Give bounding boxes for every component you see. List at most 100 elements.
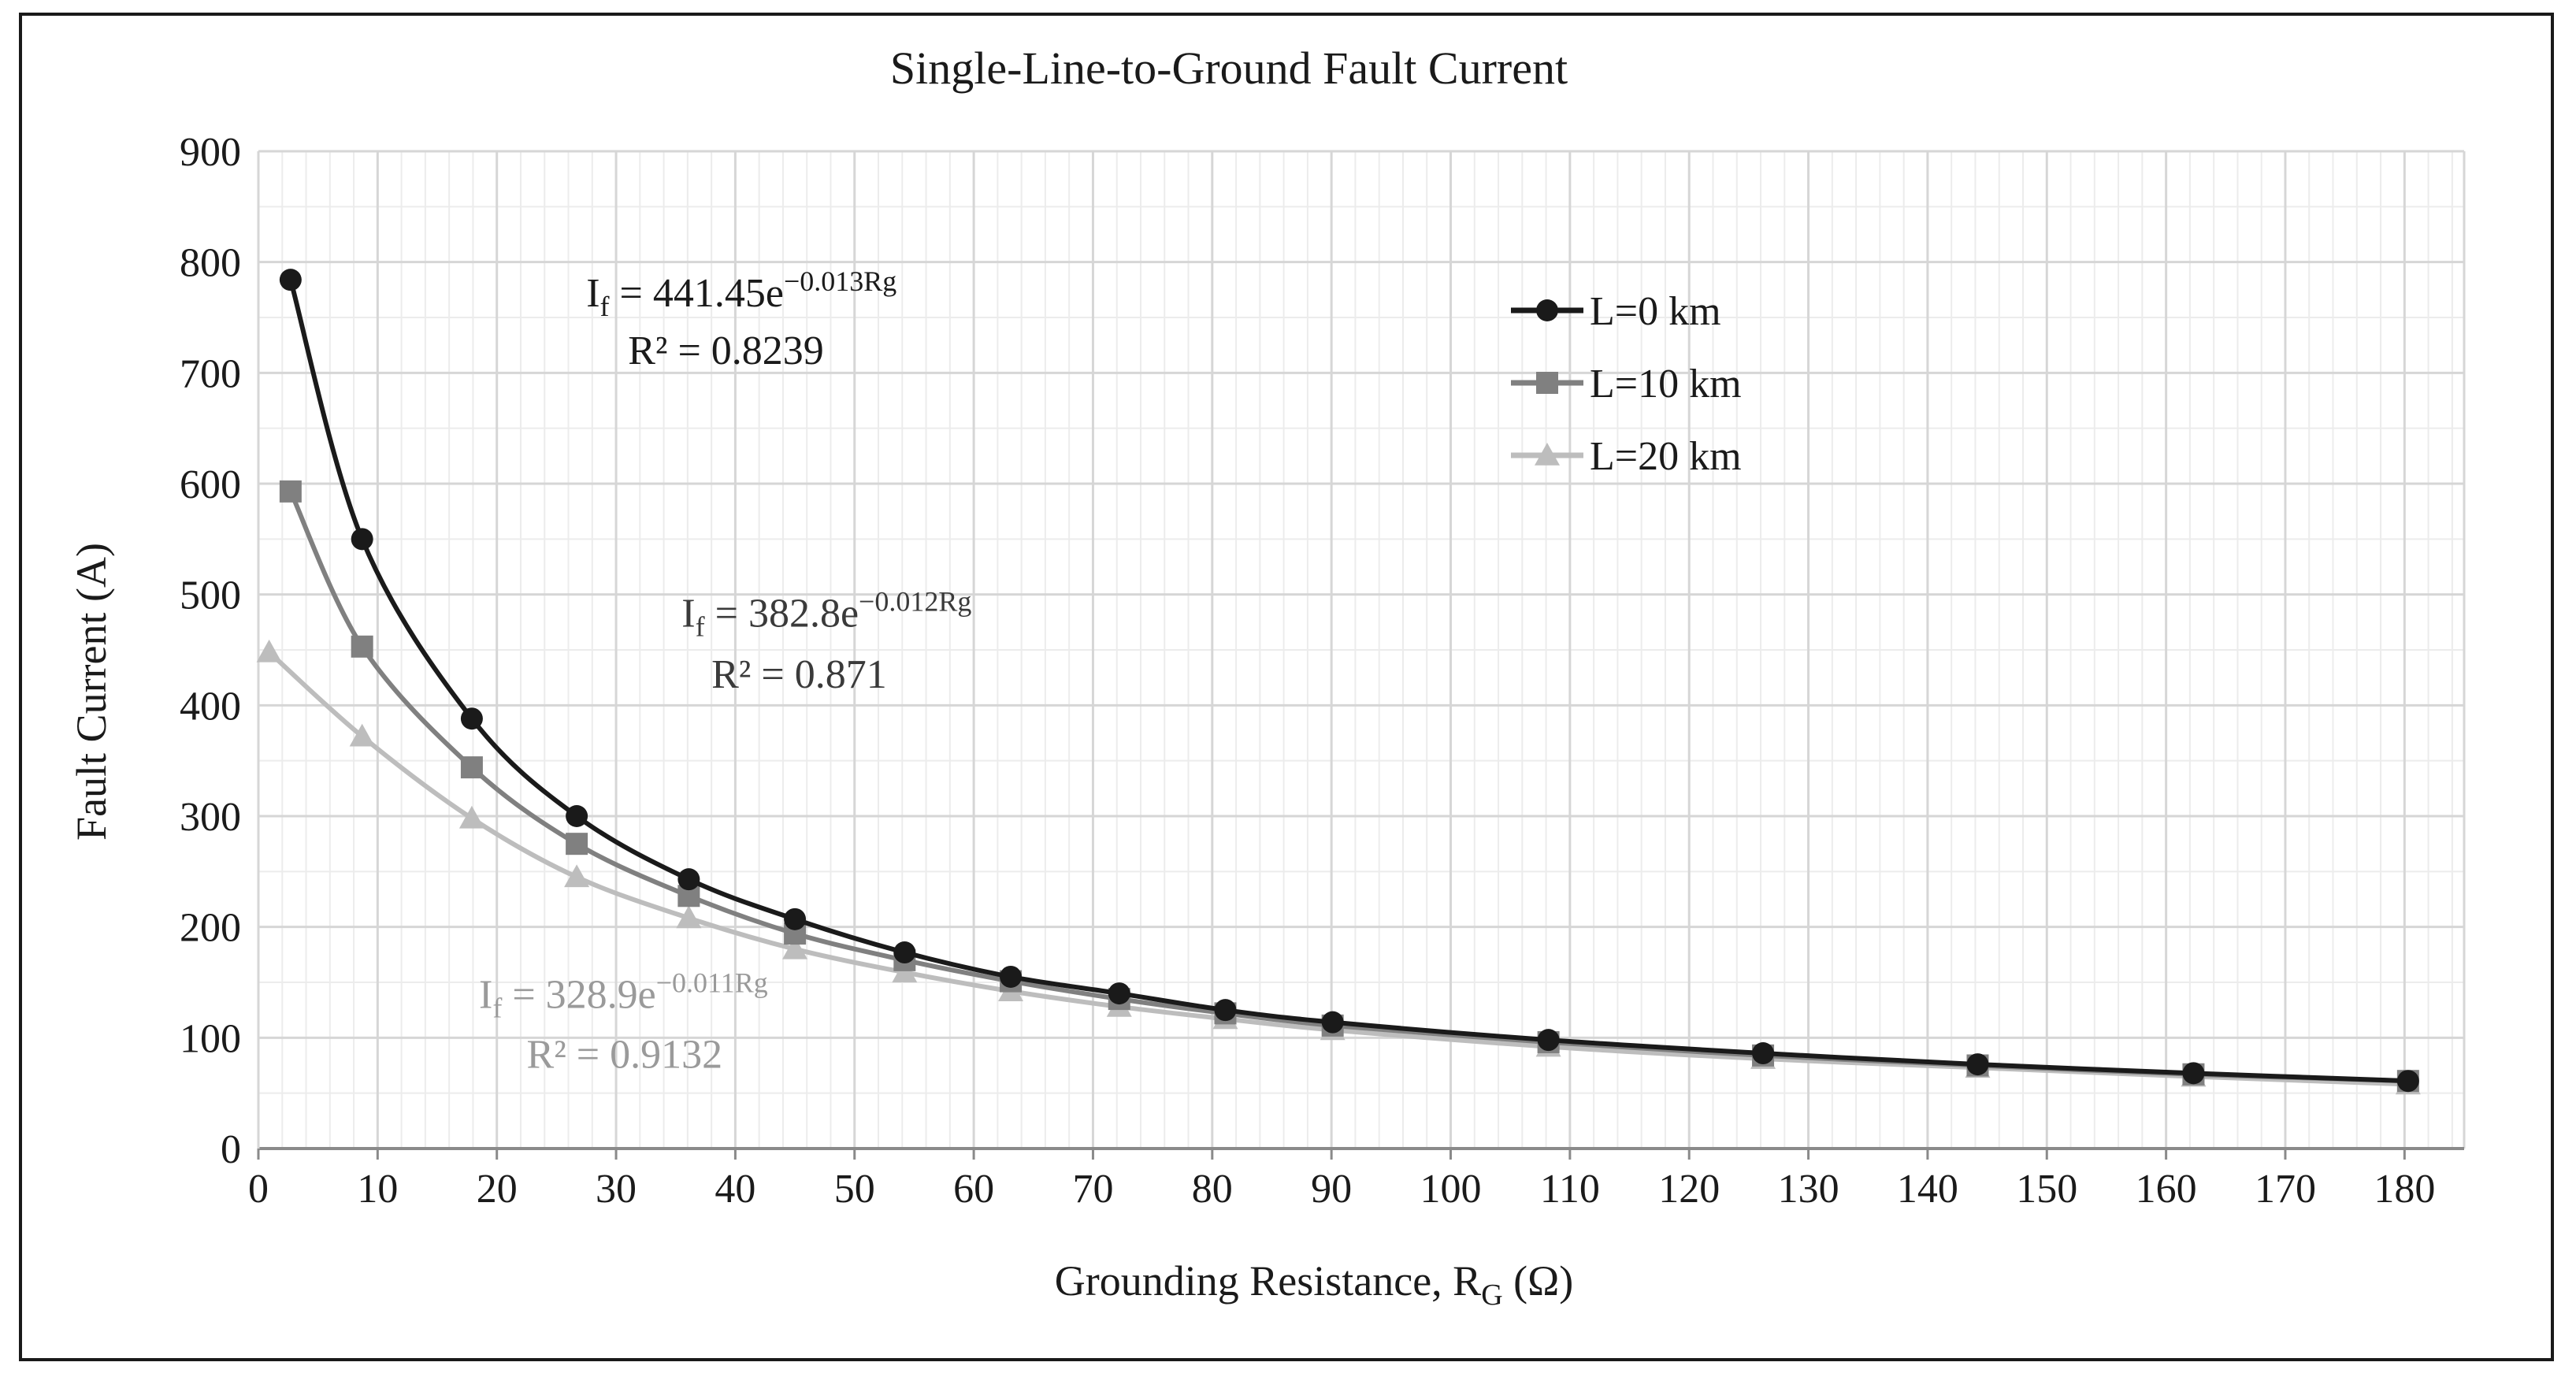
y-tick-label-200: 200 xyxy=(180,906,241,951)
x-tick-label-100: 100 xyxy=(1420,1167,1482,1212)
y-tick-labels: 0 100 200 300 400 500 600 700 800 900 xyxy=(180,130,241,1172)
x-tick-label-90: 90 xyxy=(1311,1167,1352,1212)
x-axis-label-subscript: G xyxy=(1481,1279,1502,1312)
trendline-equation-3-formula: If = 328.9e−0.011Rg xyxy=(479,967,768,1023)
trendline-equation-3-r2: R² = 0.9132 xyxy=(527,1032,723,1077)
x-tick-label-150: 150 xyxy=(2016,1167,2077,1212)
series-1-point-2 xyxy=(351,528,373,551)
series-1-point-9 xyxy=(1108,982,1130,1005)
series-1-point-1 xyxy=(279,269,302,291)
axes xyxy=(257,151,2464,1160)
series-1-point-6 xyxy=(784,907,807,930)
trendline-equation-1-exponent: −0.013Rg xyxy=(784,265,896,297)
y-tick-label-600: 600 xyxy=(180,462,241,507)
x-tick-label-20: 20 xyxy=(477,1167,518,1212)
series-1 xyxy=(279,269,2419,1093)
trendline-equation-3-exponent: −0.011Rg xyxy=(656,967,768,998)
series-layer xyxy=(256,269,2421,1095)
series-1-point-7 xyxy=(893,941,916,964)
x-tick-label-70: 70 xyxy=(1072,1167,1113,1212)
series-3-point-3 xyxy=(458,805,484,829)
legend-label-3: L=20 km xyxy=(1590,434,1742,479)
trendline-equation-1-rhs: = 441.45e xyxy=(610,271,784,316)
legend: L=0 km L=10 km L=20 km xyxy=(1511,289,1742,479)
trendline-equation-1-formula: If = 441.45e−0.013Rg xyxy=(586,265,896,322)
legend-item-3: L=20 km xyxy=(1511,434,1742,479)
y-tick-label-400: 400 xyxy=(180,684,241,729)
series-line-1 xyxy=(288,277,2411,1084)
series-1-point-12 xyxy=(1537,1029,1560,1052)
x-tick-label-110: 110 xyxy=(1540,1167,1600,1212)
y-tick-label-500: 500 xyxy=(180,573,241,618)
x-axis-label-main: Grounding Resistance, R xyxy=(1055,1257,1481,1305)
legend-label-1: L=0 km xyxy=(1590,289,1721,334)
legend-item-2: L=10 km xyxy=(1511,362,1742,406)
trendline-equation-2-lhs-sub: f xyxy=(696,611,705,642)
y-tick-label-900: 900 xyxy=(180,130,241,175)
x-tick-label-50: 50 xyxy=(834,1167,875,1212)
x-tick-label-30: 30 xyxy=(596,1167,637,1212)
series-2-point-3 xyxy=(460,756,483,779)
x-axis-label: Grounding Resistance, RG (Ω) xyxy=(1055,1257,1574,1312)
legend-marker-3 xyxy=(1535,443,1560,466)
y-tick-label-700: 700 xyxy=(180,351,241,396)
y-tick-label-800: 800 xyxy=(180,241,241,286)
trendline-equation-3-lhs-sub: f xyxy=(492,992,502,1023)
trendline-equation-1-lhs-sub: f xyxy=(600,291,610,322)
legend-label-2: L=10 km xyxy=(1590,362,1742,406)
x-tick-label-10: 10 xyxy=(357,1167,398,1212)
y-axis-label: Fault Current (A) xyxy=(68,543,115,841)
x-axis-label-unit: (Ω) xyxy=(1503,1257,1574,1305)
series-1-point-3 xyxy=(460,707,483,730)
chart-title: Single-Line-to-Ground Fault Current xyxy=(890,43,1568,94)
series-2-point-2 xyxy=(351,635,373,658)
x-tick-label-180: 180 xyxy=(2374,1167,2435,1212)
trendline-equation-2-exponent: −0.012Rg xyxy=(859,585,971,617)
trendline-equation-1-r2: R² = 0.8239 xyxy=(628,328,824,373)
trendline-equation-3-rhs: = 328.9e xyxy=(502,972,655,1017)
y-tick-label-300: 300 xyxy=(180,795,241,840)
grid-minor xyxy=(258,151,2464,1149)
series-1-point-13 xyxy=(1752,1042,1775,1065)
series-3-point-5 xyxy=(676,905,702,929)
series-1-point-16 xyxy=(2396,1070,2419,1093)
series-1-point-8 xyxy=(1000,965,1023,988)
legend-marker-2 xyxy=(1536,372,1558,394)
x-tick-label-120: 120 xyxy=(1658,1167,1720,1212)
series-3-point-6 xyxy=(782,936,808,959)
x-tick-label-130: 130 xyxy=(1778,1167,1839,1212)
trendline-equation-2-lhs: I xyxy=(681,591,695,636)
legend-item-1: L=0 km xyxy=(1511,289,1721,334)
x-tick-label-80: 80 xyxy=(1192,1167,1233,1212)
series-1-point-10 xyxy=(1214,999,1237,1022)
series-3-point-4 xyxy=(564,864,590,888)
y-tick-label-100: 100 xyxy=(180,1016,241,1061)
trendline-equation-1: If = 441.45e−0.013Rg R² = 0.8239 xyxy=(586,265,896,373)
series-3-point-2 xyxy=(349,723,375,747)
trendline-equation-3: If = 328.9e−0.011Rg R² = 0.9132 xyxy=(479,967,768,1077)
x-tick-label-170: 170 xyxy=(2255,1167,2316,1212)
x-tick-label-0: 0 xyxy=(248,1167,269,1212)
annotation-layer: If = 441.45e−0.013Rg R² = 0.8239 If = 382.… xyxy=(479,265,971,1077)
grid-major xyxy=(258,150,2466,1149)
x-tick-label-60: 60 xyxy=(953,1167,994,1212)
y-tick-label-0: 0 xyxy=(221,1127,241,1172)
x-tick-label-40: 40 xyxy=(715,1167,755,1212)
series-1-point-14 xyxy=(1966,1053,1989,1076)
x-tick-labels: 0 10 20 30 40 50 60 70 80 90 100 110 120 130 140 150 160… xyxy=(248,1167,2435,1212)
trendline-equation-2-rhs: = 382.8e xyxy=(705,591,859,636)
legend-marker-1 xyxy=(1536,299,1558,321)
trendline-equation-1-lhs: I xyxy=(586,271,599,316)
chart-frame: 0 100 200 300 400 500 600 700 800 900 0 10 20 30 40 50… xyxy=(19,13,2554,1361)
series-3-point-1 xyxy=(256,639,282,663)
trendline-equation-3-lhs: I xyxy=(479,972,492,1017)
series-2-point-4 xyxy=(566,833,588,856)
series-2-point-1 xyxy=(279,480,302,503)
trendline-equation-2-formula: If = 382.8e−0.012Rg xyxy=(681,585,971,642)
x-tick-label-160: 160 xyxy=(2136,1167,2197,1212)
x-tick-label-140: 140 xyxy=(1897,1167,1958,1212)
series-1-point-11 xyxy=(1321,1011,1344,1034)
trendline-equation-2: If = 382.8e−0.012Rg R² = 0.871 xyxy=(681,585,971,696)
series-1-point-4 xyxy=(566,805,588,827)
chart-svg: 0 100 200 300 400 500 600 700 800 900 0 10 20 30 40 50… xyxy=(68,43,2466,1312)
